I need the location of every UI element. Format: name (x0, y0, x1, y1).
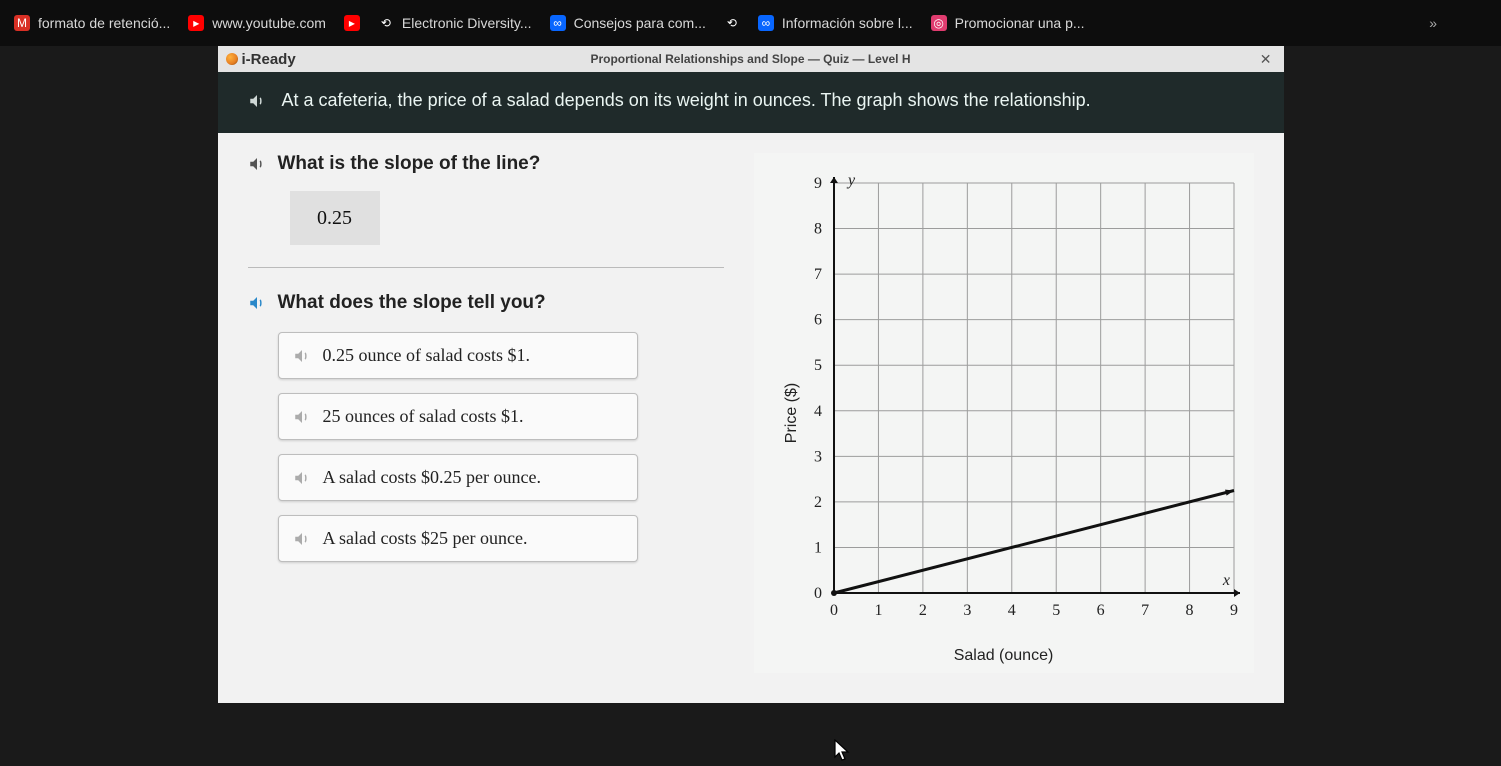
question-2-text: What does the slope tell you? (278, 292, 546, 314)
option-text: 0.25 ounce of salad costs $1. (323, 345, 530, 366)
speaker-icon[interactable] (248, 155, 266, 173)
cursor-icon (833, 739, 851, 766)
favicon-icon: ▸ (344, 15, 360, 31)
speaker-icon[interactable] (293, 408, 311, 426)
browser-tab[interactable]: Mformato de retenció... (14, 15, 170, 31)
tabs-overflow-button[interactable]: » (1429, 15, 1487, 31)
divider (248, 267, 724, 268)
favicon-icon: ⟲ (378, 15, 394, 31)
browser-tab[interactable]: ⟲ Electronic Diversity... (378, 15, 532, 31)
speaker-icon[interactable] (293, 469, 311, 487)
content-area: What is the slope of the line? 0.25 What… (218, 133, 1284, 703)
favicon-icon: ◎ (931, 15, 947, 31)
browser-tab-strip: Mformato de retenció...▸www.youtube.com▸… (0, 0, 1501, 46)
favicon-icon: ∞ (550, 15, 566, 31)
svg-text:4: 4 (1007, 602, 1015, 619)
tab-label: Información sobre l... (782, 15, 913, 31)
browser-tab[interactable]: ▸ (344, 15, 360, 31)
favicon-icon: M (14, 15, 30, 31)
browser-tab[interactable]: ∞ Información sobre l... (758, 15, 913, 31)
svg-text:0: 0 (814, 585, 822, 602)
favicon-icon: ∞ (758, 15, 774, 31)
svg-text:9: 9 (814, 175, 822, 192)
option-text: A salad costs $0.25 per ounce. (323, 467, 541, 488)
questions-panel: What is the slope of the line? 0.25 What… (248, 153, 734, 673)
svg-text:8: 8 (814, 221, 822, 238)
tab-label: formato de retenció... (38, 15, 170, 31)
svg-text:y: y (846, 172, 856, 189)
answer-option[interactable]: 0.25 ounce of salad costs $1. (278, 332, 638, 379)
title-bar: i-Ready Proportional Relationships and S… (218, 46, 1284, 72)
lesson-title: Proportional Relationships and Slope — Q… (590, 52, 910, 66)
x-axis-label: Salad (ounce) (954, 647, 1054, 665)
option-text: A salad costs $25 per ounce. (323, 528, 528, 549)
svg-text:2: 2 (918, 602, 926, 619)
svg-text:1: 1 (874, 602, 882, 619)
svg-text:9: 9 (1230, 602, 1238, 619)
question-1: What is the slope of the line? (248, 153, 724, 175)
svg-text:8: 8 (1185, 602, 1193, 619)
svg-text:5: 5 (1052, 602, 1060, 619)
favicon-icon: ⟲ (724, 15, 740, 31)
option-text: 25 ounces of salad costs $1. (323, 406, 524, 427)
svg-text:2: 2 (814, 494, 822, 511)
svg-text:7: 7 (814, 266, 822, 283)
svg-text:1: 1 (814, 539, 822, 556)
answer-options: 0.25 ounce of salad costs $1. 25 ounces o… (278, 332, 724, 562)
svg-text:6: 6 (1096, 602, 1104, 619)
svg-text:7: 7 (1141, 602, 1149, 619)
question-2: What does the slope tell you? (248, 292, 724, 314)
browser-tab[interactable]: ◎ Promocionar una p... (931, 15, 1085, 31)
tab-label: www.youtube.com (212, 15, 326, 31)
speaker-icon[interactable] (293, 347, 311, 365)
tab-label: Promocionar una p... (955, 15, 1085, 31)
speaker-icon[interactable] (248, 92, 266, 110)
svg-text:4: 4 (814, 403, 822, 420)
iready-app-frame: i-Ready Proportional Relationships and S… (218, 46, 1284, 703)
svg-text:0: 0 (830, 602, 838, 619)
answer-option[interactable]: A salad costs $0.25 per ounce. (278, 454, 638, 501)
svg-text:6: 6 (814, 312, 822, 329)
favicon-icon: ▸ (188, 15, 204, 31)
browser-tab[interactable]: ∞ Consejos para com... (550, 15, 706, 31)
browser-tab[interactable]: ⟲ (724, 15, 740, 31)
answer-option[interactable]: A salad costs $25 per ounce. (278, 515, 638, 562)
speaker-icon[interactable] (293, 530, 311, 548)
tab-label: Electronic Diversity... (402, 15, 532, 31)
browser-tab[interactable]: ▸ www.youtube.com (188, 15, 326, 31)
svg-text:3: 3 (814, 448, 822, 465)
svg-text:5: 5 (814, 357, 822, 374)
answer-option[interactable]: 25 ounces of salad costs $1. (278, 393, 638, 440)
speaker-icon[interactable] (248, 294, 266, 312)
y-axis-label: Price ($) (783, 383, 801, 443)
question-1-text: What is the slope of the line? (278, 153, 541, 175)
close-button[interactable]: ✕ (1256, 51, 1276, 68)
chart-panel: 0 1 2 3 4 5 6 7 8 9 0 1 2 3 4 5 6 7 8 9 y x Price ($) Salad (… (754, 153, 1254, 673)
svg-text:3: 3 (963, 602, 971, 619)
svg-text:x: x (1221, 572, 1229, 589)
prompt-text: At a cafeteria, the price of a salad dep… (282, 90, 1091, 111)
chart: 0 1 2 3 4 5 6 7 8 9 0 1 2 3 4 5 6 7 8 9 y x Price ($) Salad (… (764, 163, 1244, 663)
brand-logo: i-Ready (226, 51, 296, 68)
slope-answer-input[interactable]: 0.25 (290, 191, 380, 245)
tab-label: Consejos para com... (574, 15, 706, 31)
prompt-bar: At a cafeteria, the price of a salad dep… (218, 72, 1284, 133)
